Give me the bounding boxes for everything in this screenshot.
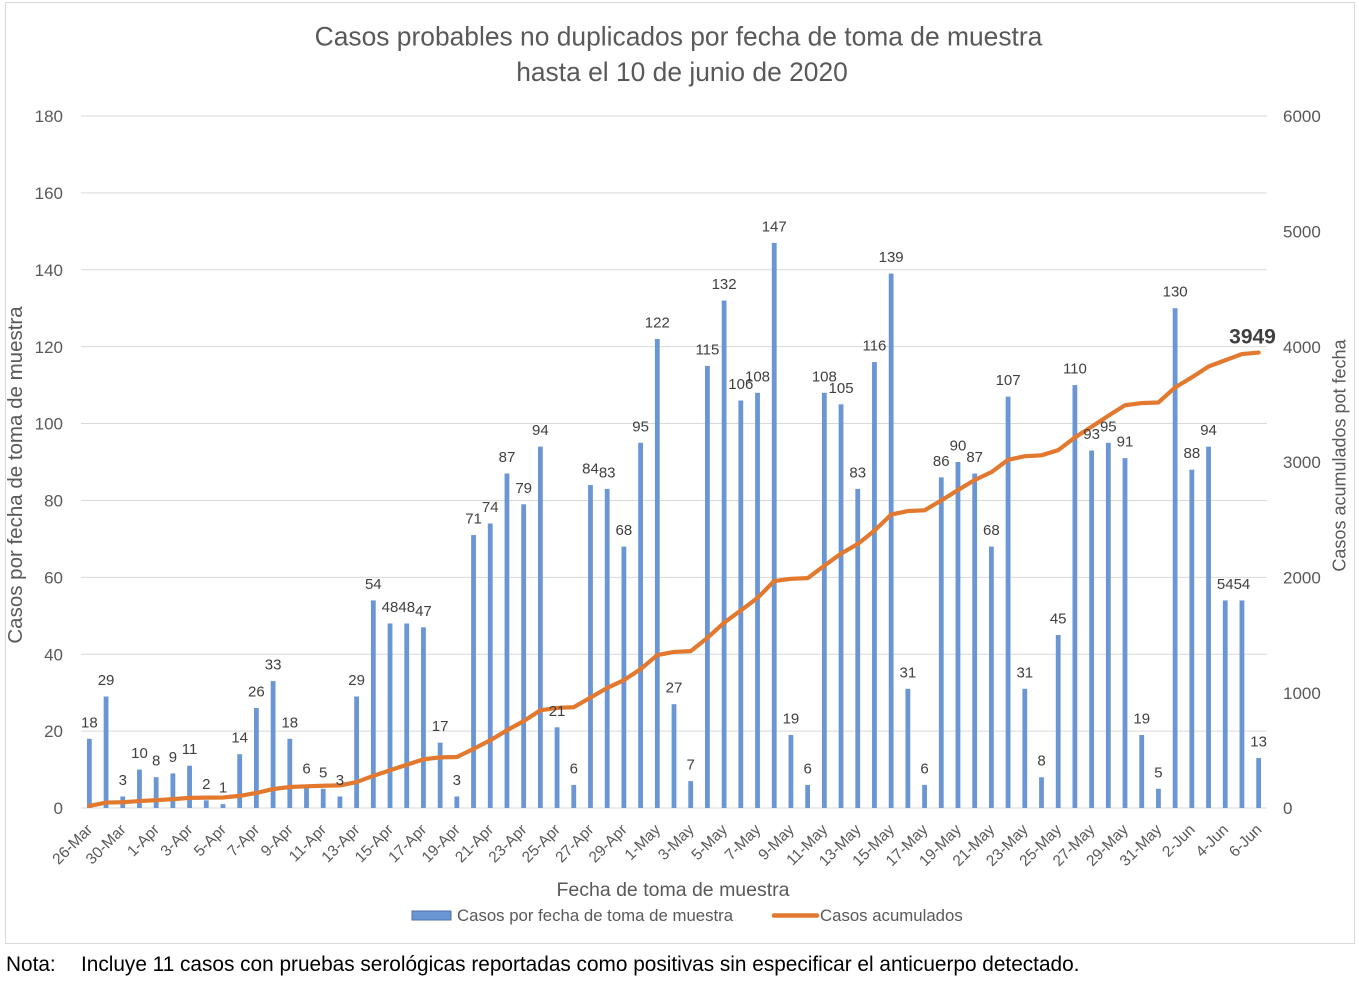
svg-text:94: 94 — [1200, 422, 1217, 439]
svg-text:13: 13 — [1250, 734, 1267, 751]
svg-text:0: 0 — [1283, 799, 1292, 818]
svg-text:54: 54 — [1234, 576, 1251, 593]
svg-text:90: 90 — [950, 438, 967, 455]
svg-text:94: 94 — [532, 422, 549, 439]
svg-text:31: 31 — [1016, 664, 1033, 681]
svg-text:3: 3 — [336, 772, 344, 789]
svg-text:29: 29 — [98, 672, 115, 689]
svg-text:130: 130 — [1163, 284, 1188, 301]
svg-text:122: 122 — [645, 314, 670, 331]
svg-text:29: 29 — [348, 672, 365, 689]
svg-text:74: 74 — [482, 499, 499, 516]
svg-text:105: 105 — [829, 380, 854, 397]
svg-text:147: 147 — [762, 218, 787, 235]
svg-text:48: 48 — [398, 599, 415, 616]
svg-text:6000: 6000 — [1283, 107, 1321, 126]
svg-text:80: 80 — [44, 492, 63, 511]
svg-text:3000: 3000 — [1283, 453, 1321, 472]
svg-text:hasta el 10 de junio de 2020: hasta el 10 de junio de 2020 — [516, 57, 848, 87]
svg-text:83: 83 — [849, 464, 866, 481]
svg-text:7: 7 — [687, 757, 695, 774]
svg-text:Nota:: Nota: — [6, 953, 56, 976]
svg-text:48: 48 — [382, 599, 399, 616]
svg-text:100: 100 — [35, 415, 63, 434]
svg-text:60: 60 — [44, 568, 63, 587]
svg-text:5000: 5000 — [1283, 222, 1321, 241]
svg-text:83: 83 — [599, 464, 616, 481]
svg-text:107: 107 — [996, 372, 1021, 389]
svg-text:86: 86 — [933, 453, 950, 470]
svg-text:3: 3 — [119, 772, 127, 789]
svg-text:1000: 1000 — [1283, 684, 1321, 703]
svg-text:68: 68 — [983, 522, 1000, 539]
svg-text:5: 5 — [319, 764, 327, 781]
svg-text:8: 8 — [152, 753, 160, 770]
svg-text:47: 47 — [415, 603, 432, 620]
svg-text:160: 160 — [35, 184, 63, 203]
svg-text:9: 9 — [169, 749, 177, 766]
svg-text:3: 3 — [453, 772, 461, 789]
svg-text:0: 0 — [54, 799, 63, 818]
svg-text:180: 180 — [35, 107, 63, 126]
svg-text:140: 140 — [35, 261, 63, 280]
svg-text:21: 21 — [549, 703, 566, 720]
svg-text:8: 8 — [1037, 753, 1045, 770]
svg-text:Casos por fecha de toma de mue: Casos por fecha de toma de muestra — [4, 306, 27, 644]
svg-text:95: 95 — [1100, 418, 1117, 435]
svg-text:87: 87 — [966, 449, 983, 466]
svg-text:6: 6 — [302, 760, 310, 777]
svg-text:132: 132 — [712, 276, 737, 293]
svg-text:93: 93 — [1083, 426, 1100, 443]
svg-text:6: 6 — [803, 760, 811, 777]
svg-text:88: 88 — [1183, 445, 1200, 462]
svg-text:18: 18 — [81, 714, 98, 731]
svg-text:68: 68 — [616, 522, 633, 539]
svg-text:19: 19 — [1133, 710, 1150, 727]
svg-text:33: 33 — [265, 657, 282, 674]
svg-text:10: 10 — [131, 745, 148, 762]
svg-text:Casos acumulados: Casos acumulados — [820, 906, 963, 925]
svg-text:18: 18 — [281, 714, 298, 731]
svg-text:108: 108 — [745, 368, 770, 385]
svg-text:84: 84 — [582, 461, 599, 478]
svg-text:Incluye 11 casos con pruebas s: Incluye 11 casos con pruebas serológicas… — [81, 953, 1079, 976]
svg-text:116: 116 — [862, 338, 886, 355]
svg-text:2000: 2000 — [1283, 568, 1321, 587]
svg-text:20: 20 — [44, 722, 63, 741]
svg-text:54: 54 — [1217, 576, 1234, 593]
svg-text:5: 5 — [1154, 764, 1162, 781]
svg-text:26: 26 — [248, 684, 265, 701]
svg-text:91: 91 — [1117, 434, 1134, 451]
svg-text:79: 79 — [515, 480, 532, 497]
svg-text:17: 17 — [432, 718, 449, 735]
svg-text:54: 54 — [365, 576, 382, 593]
svg-text:71: 71 — [465, 511, 482, 528]
svg-text:45: 45 — [1050, 611, 1067, 628]
svg-text:1: 1 — [219, 780, 227, 797]
svg-text:Casos acumulados pot fecha: Casos acumulados pot fecha — [1330, 338, 1350, 571]
svg-text:3949: 3949 — [1229, 326, 1276, 349]
svg-text:27: 27 — [666, 680, 683, 697]
svg-text:6: 6 — [920, 760, 928, 777]
svg-text:14: 14 — [231, 730, 248, 747]
svg-text:19: 19 — [783, 710, 800, 727]
svg-text:40: 40 — [44, 645, 63, 664]
svg-text:Fecha de toma de muestra: Fecha de toma de muestra — [556, 879, 789, 901]
svg-text:120: 120 — [35, 338, 63, 357]
svg-text:115: 115 — [695, 341, 719, 358]
svg-text:139: 139 — [879, 249, 904, 266]
svg-text:31: 31 — [900, 664, 917, 681]
svg-text:87: 87 — [499, 449, 516, 466]
svg-text:110: 110 — [1063, 361, 1087, 378]
svg-text:11: 11 — [182, 741, 198, 758]
svg-text:6: 6 — [570, 760, 578, 777]
svg-text:108: 108 — [812, 368, 837, 385]
svg-text:2: 2 — [202, 776, 210, 793]
svg-text:Casos por fecha de toma de mue: Casos por fecha de toma de muestra — [457, 906, 734, 925]
svg-text:106: 106 — [728, 376, 753, 393]
svg-text:4000: 4000 — [1283, 338, 1321, 357]
svg-text:95: 95 — [632, 418, 649, 435]
svg-text:Casos probables no duplicados: Casos probables no duplicados por fecha … — [315, 22, 1043, 52]
